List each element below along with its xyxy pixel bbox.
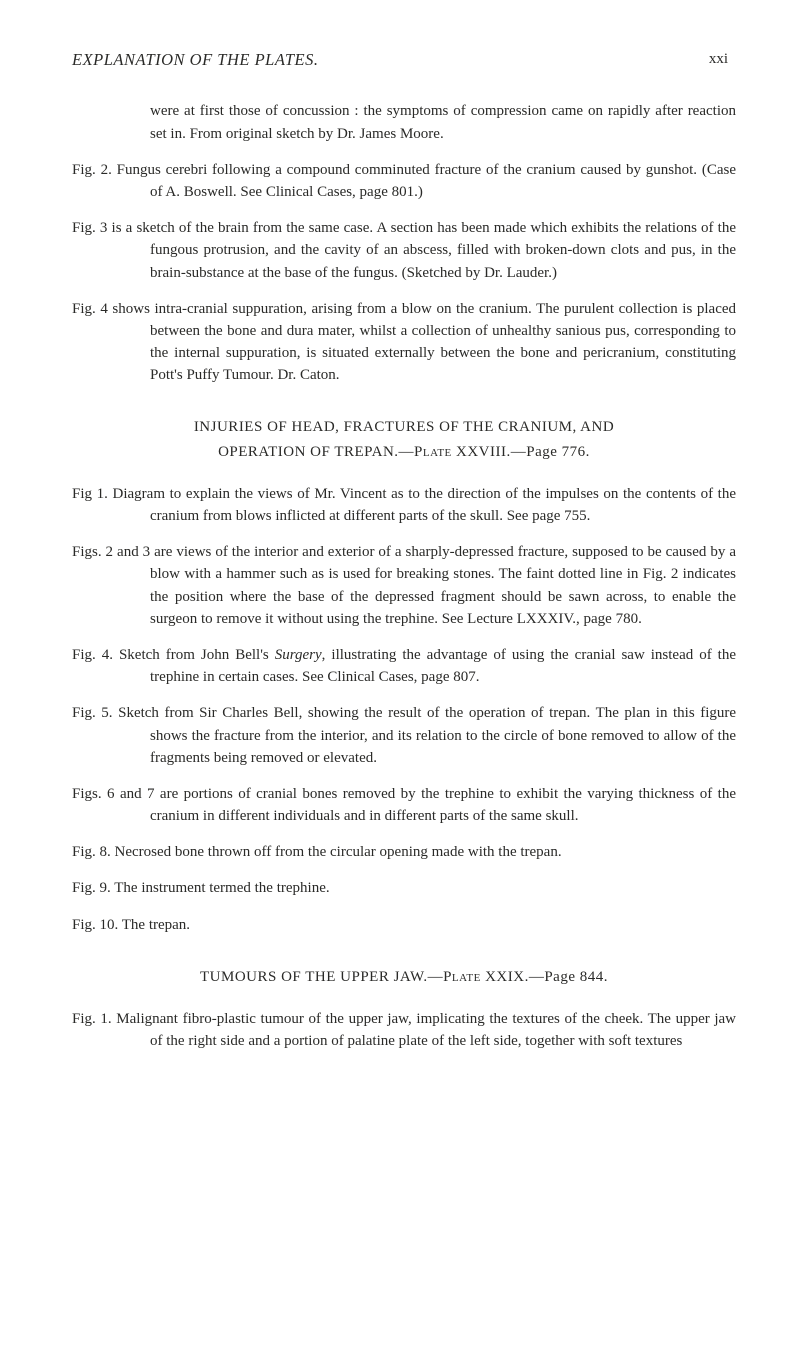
entry-continuation: were at first those of concussion : the … xyxy=(72,100,736,144)
s1-figs-6-7-entry: Figs. 6 and 7 are portions of cranial bo… xyxy=(72,783,736,827)
figure-label: Fig. 8. xyxy=(72,844,111,860)
body-text: and 3 are views of the interior and exte… xyxy=(117,544,736,627)
body-text: shows intra-cranial suppuration, arising… xyxy=(112,301,736,384)
figure-label: Figs. 6 xyxy=(72,786,115,802)
section-line: TUMOURS OF THE UPPER JAW.—Plate XXIX.—Pa… xyxy=(72,966,736,988)
section-line-2: OPERATION OF TREPAN.—Plate XXVIII.—Page … xyxy=(72,441,736,463)
body-text: Diagram to explain the views of Mr. Vinc… xyxy=(113,486,737,524)
figure-label: Fig. 4 xyxy=(72,301,108,317)
figure-label: Fig. 5. xyxy=(72,705,113,721)
s1-fig-8-entry: Fig. 8. Necrosed bone thrown off from th… xyxy=(72,841,736,863)
body-text: The instrument termed the trephine. xyxy=(114,880,329,896)
figure-label: Fig. 4. xyxy=(72,647,113,663)
section-text: OPERATION OF TREPAN.— xyxy=(218,444,414,460)
fig-2-entry: Fig. 2. Fungus cerebri following a compo… xyxy=(72,159,736,203)
body-text: Fungus cerebri following a compound comm… xyxy=(117,162,736,200)
s1-fig-1-entry: Fig 1. Diagram to explain the views of M… xyxy=(72,483,736,527)
page: EXPLANATION OF THE PLATES. xxi were at f… xyxy=(0,0,800,1114)
s1-fig-4-entry: Fig. 4. Sketch from John Bell's Surgery,… xyxy=(72,644,736,688)
body-text: and 7 are portions of cranial bones remo… xyxy=(120,786,736,824)
body-text: The trepan. xyxy=(122,917,190,933)
figure-label: Figs. 2 xyxy=(72,544,113,560)
fig-4-entry: Fig. 4 shows intra-cranial suppuration, … xyxy=(72,298,736,387)
section-line-1: INJURIES OF HEAD, FRACTURES OF THE CRANI… xyxy=(72,416,736,438)
figure-label: Fig. 3 xyxy=(72,220,107,236)
plate-label: Plate xyxy=(443,969,481,985)
figure-label: Fig. 2. xyxy=(72,162,112,178)
body-text: Malignant fibro-plastic tumour of the up… xyxy=(116,1011,736,1049)
figure-label: Fig. 9. xyxy=(72,880,111,896)
body-text: is a sketch of the brain from the same c… xyxy=(112,220,736,280)
page-number: xxi xyxy=(709,48,728,70)
body-text: Sketch from Sir Charles Bell, showing th… xyxy=(118,705,736,765)
s1-fig-10-entry: Fig. 10. The trepan. xyxy=(72,914,736,936)
running-title: EXPLANATION OF THE PLATES. xyxy=(72,48,318,72)
section-title-tumours: TUMOURS OF THE UPPER JAW.—Plate XXIX.—Pa… xyxy=(72,966,736,988)
s1-fig-9-entry: Fig. 9. The instrument termed the trephi… xyxy=(72,877,736,899)
body-text: Sketch from John Bell's xyxy=(119,647,275,663)
figure-label: Fig. 10. xyxy=(72,917,118,933)
section-text: TUMOURS OF THE UPPER JAW.— xyxy=(200,969,443,985)
body-text: were at first those of concussion : the … xyxy=(72,100,736,144)
section-title-injuries: INJURIES OF HEAD, FRACTURES OF THE CRANI… xyxy=(72,416,736,462)
s1-figs-2-3-entry: Figs. 2 and 3 are views of the interior … xyxy=(72,541,736,630)
s1-fig-5-entry: Fig. 5. Sketch from Sir Charles Bell, sh… xyxy=(72,702,736,769)
figure-label: Fig. 1. xyxy=(72,1011,112,1027)
italic-title: Surgery xyxy=(275,647,322,663)
section-text: XXVIII.—Page 776. xyxy=(452,444,590,460)
figure-label: Fig 1. xyxy=(72,486,108,502)
body-text: Necrosed bone thrown off from the circul… xyxy=(115,844,562,860)
s2-fig-1-entry: Fig. 1. Malignant fibro-plastic tumour o… xyxy=(72,1008,736,1052)
section-text: XXIX.—Page 844. xyxy=(481,969,608,985)
plate-label: Plate xyxy=(414,444,452,460)
fig-3-entry: Fig. 3 is a sketch of the brain from the… xyxy=(72,217,736,284)
running-head: EXPLANATION OF THE PLATES. xxi xyxy=(72,48,736,72)
